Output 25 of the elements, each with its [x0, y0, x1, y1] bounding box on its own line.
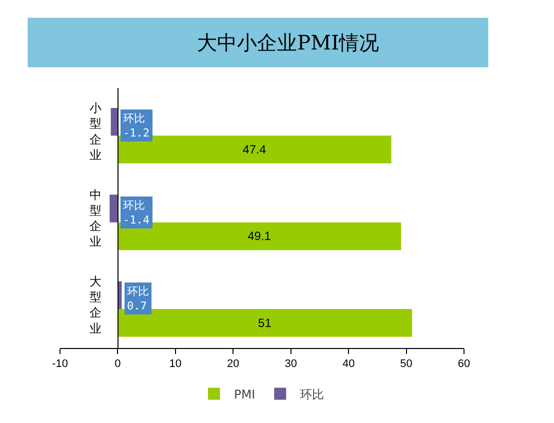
x-tick-label: 40: [342, 358, 355, 370]
x-tick-label: 20: [227, 358, 240, 370]
legend-label: PMI: [234, 387, 256, 402]
y-tick-label: 小型企业: [89, 101, 102, 162]
x-tick-label: 50: [400, 358, 412, 370]
x-tick-label: 60: [458, 358, 470, 370]
legend-label: 环比: [300, 387, 324, 402]
data-label: 环比 -1.2: [123, 112, 150, 140]
y-tick-label: 大型企业: [89, 274, 102, 336]
x-tick-label: -10: [52, 358, 68, 370]
data-label: 环比 -1.4: [123, 199, 150, 226]
bar: [110, 194, 118, 222]
data-label: 47.4: [242, 142, 266, 157]
data-label: 环比 0.7: [127, 285, 149, 312]
x-tick-label: 0: [114, 358, 121, 370]
y-tick-label: 中型企业: [89, 188, 102, 249]
bar: [118, 136, 392, 164]
bar: [110, 108, 118, 136]
bar: [118, 309, 412, 337]
data-label: 49.1: [248, 229, 272, 244]
data-label: 51: [258, 316, 272, 330]
bar: [118, 222, 402, 250]
x-tick-label: 30: [284, 358, 297, 370]
chart-title: 大中小企业PMI情况: [197, 30, 379, 54]
x-tick-label: 10: [169, 358, 182, 370]
